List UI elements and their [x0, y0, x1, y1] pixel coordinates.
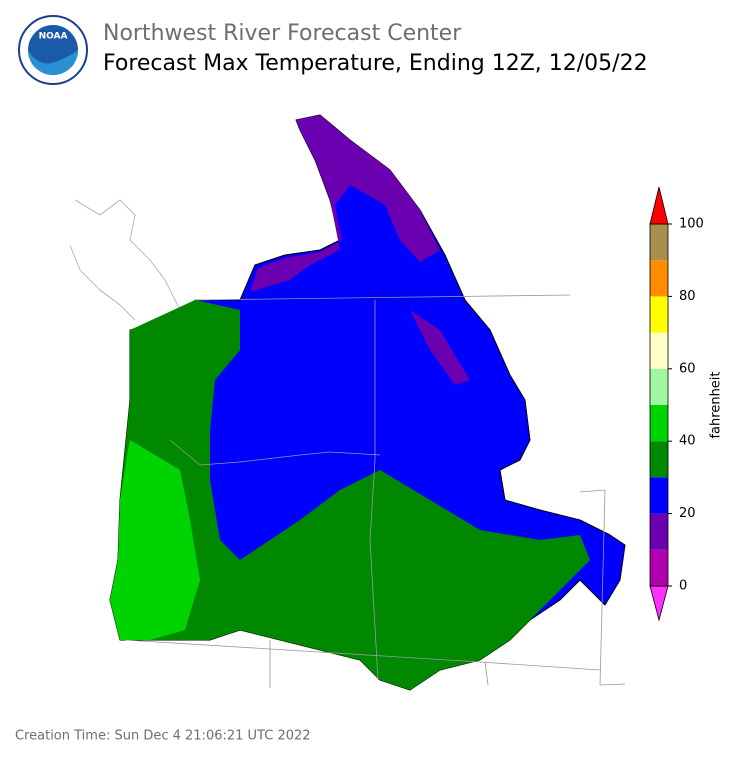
colorbar-segment: [650, 477, 668, 514]
map: [69, 114, 626, 691]
noaa-logo: NOAA: [18, 15, 88, 85]
colorbar-tick-label: 0: [679, 579, 687, 594]
colorbar-segment: [650, 368, 668, 405]
colorbar-over: [649, 186, 669, 225]
colorbar-tick-label: 100: [679, 217, 704, 232]
colorbar-segment: [650, 441, 668, 478]
footer: Creation Time: Sun Dec 4 21:06:21 UTC 20…: [15, 729, 311, 744]
colorbar: 0 20 40 60 80 100: [649, 186, 704, 622]
colorbar-segment: [650, 549, 668, 586]
agency: Northwest River Forecast Center: [103, 21, 462, 46]
colorbar-under: [649, 585, 669, 622]
colorbar-tick-label: 80: [679, 289, 696, 304]
colorbar-segment: [650, 513, 668, 550]
colorbar-tick-label: 40: [679, 434, 696, 449]
colorbar-tick-label: 60: [679, 361, 696, 376]
logo-text: NOAA: [39, 32, 68, 42]
colorbar-label: fahrenheit: [709, 371, 724, 438]
colorbar-segment: [650, 296, 668, 333]
colorbar-segment: [650, 332, 668, 369]
colorbar-segment: [650, 260, 668, 297]
colorbar-tick-label: 20: [679, 506, 696, 521]
colorbar-segment: [650, 405, 668, 442]
colorbar-segment: [650, 224, 668, 261]
colorbar-frame: [649, 223, 669, 587]
title: Forecast Max Temperature, Ending 12Z, 12…: [103, 51, 648, 76]
